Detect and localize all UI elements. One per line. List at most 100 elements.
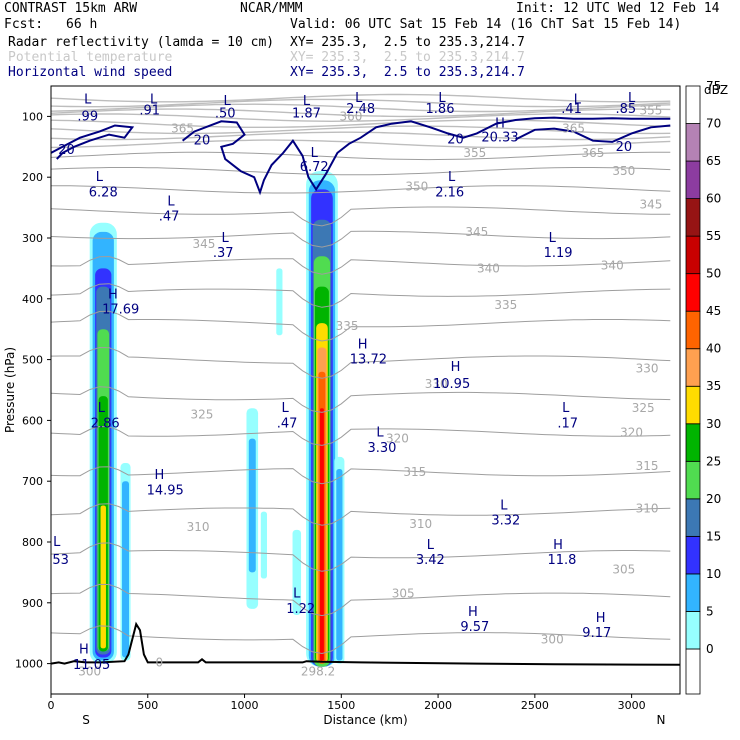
theta-label: 365 <box>562 122 585 136</box>
theta-contour <box>50 103 671 113</box>
y-tick-label: 400 <box>22 293 43 306</box>
theta-label: 305 <box>392 587 415 601</box>
wind-label: 3.32 <box>491 514 520 529</box>
theta-contour <box>50 425 671 446</box>
high-low-marker: H <box>154 468 164 483</box>
high-low-marker: L <box>84 92 92 107</box>
high-low-marker: H <box>596 611 606 626</box>
wind-label: 1.22 <box>286 602 315 617</box>
colorbar-level-label: 15 <box>706 529 721 543</box>
wind-label: 20 <box>447 133 464 148</box>
high-low-marker: L <box>549 231 557 246</box>
theta-label: 355 <box>640 103 663 117</box>
colorbar-unit: dBZ <box>704 83 728 97</box>
theta-contour <box>50 206 671 227</box>
theta-label: 365 <box>581 146 604 160</box>
high-low-marker: H <box>79 643 89 658</box>
wind-label: 1.87 <box>292 106 321 121</box>
colorbar-swatch <box>685 235 701 275</box>
wind-label: 2.48 <box>346 102 375 117</box>
theta-contour <box>50 583 671 617</box>
colorbar-swatch <box>685 385 701 425</box>
colorbar-level-label: 70 <box>706 117 721 131</box>
wind-label: 11.8 <box>547 553 576 568</box>
theta-label: 350 <box>612 164 635 178</box>
theta-contours <box>50 93 671 655</box>
wind-label: .47 <box>277 416 298 431</box>
y-tick-label: 1000 <box>15 658 43 671</box>
theta-label: 325 <box>191 407 214 421</box>
wind-label: 20.33 <box>481 131 518 146</box>
y-tick-label: 800 <box>22 536 43 549</box>
theta-contour <box>50 230 671 248</box>
reflectivity-cell <box>260 511 267 579</box>
colorbar-level-label: 60 <box>706 192 721 206</box>
theta-label: 340 <box>601 258 624 272</box>
wind-contour <box>181 116 671 196</box>
wind-label: 14.95 <box>147 483 184 498</box>
high-low-marker: H <box>358 337 368 352</box>
theta-label: 350 <box>405 179 428 193</box>
wind-label: 2.86 <box>91 416 120 431</box>
fcst-value: 66 h <box>66 17 98 32</box>
theta-contour <box>50 139 671 149</box>
theta-label: 300 <box>78 665 101 679</box>
high-low-marker: L <box>438 91 446 106</box>
colorbar-swatch <box>685 611 701 650</box>
high-low-marker: L <box>167 195 175 210</box>
high-low-marker: H <box>495 117 505 132</box>
contour-labels: 365 365 360 355 355 365 350 350 345 345 345 340 340 3… <box>52 91 662 678</box>
colorbar-swatch <box>685 498 701 537</box>
wind-label: .37 <box>213 246 234 261</box>
org-label: NCAR/MMM <box>240 1 303 16</box>
theta-label: 310 <box>409 517 432 531</box>
theta-contour <box>50 98 671 108</box>
high-low-marker: L <box>562 401 570 416</box>
wind-label: 1.19 <box>544 246 573 261</box>
wind-label: 6.72 <box>300 160 329 175</box>
colorbar-level-label: 10 <box>706 567 721 581</box>
theta-label: 0 <box>156 655 164 669</box>
theta-label: 345 <box>640 198 663 212</box>
x-tick-label: 1500 <box>327 699 355 712</box>
high-low-marker: L <box>427 538 435 553</box>
colorbar-swatch <box>685 423 701 462</box>
theta-label: 310 <box>187 520 210 534</box>
wind-label: 9.17 <box>582 626 611 641</box>
wind-label: 20 <box>58 143 75 158</box>
y-tick-label: 900 <box>22 597 43 610</box>
theta-contour <box>50 131 671 141</box>
theta-contour <box>50 108 671 118</box>
colorbar-swatch <box>685 535 701 575</box>
reflectivity-cell <box>276 268 283 336</box>
high-low-marker: L <box>222 231 230 246</box>
reflectivity-shading <box>89 171 345 667</box>
theta-contour <box>50 542 671 572</box>
colorbar-swatch <box>685 573 701 612</box>
theta-label: 365 <box>171 122 194 136</box>
theta-label: 330 <box>425 377 448 391</box>
wind-label: .17 <box>557 416 578 431</box>
model-title: CONTRAST 15km ARW <box>4 1 138 16</box>
theta-label: 340 <box>477 261 500 275</box>
theta-contour <box>50 255 671 275</box>
colorbar-level-label: 55 <box>706 229 721 243</box>
high-low-marker: H <box>451 360 461 375</box>
high-low-marker: L <box>311 146 319 161</box>
wind-label: 2.16 <box>435 185 464 200</box>
wind-label: 6.28 <box>89 185 118 200</box>
high-low-marker: L <box>223 94 231 109</box>
wind-label: 1.86 <box>426 102 455 117</box>
x-tick-label: 2500 <box>521 699 549 712</box>
wind-contours <box>50 116 671 196</box>
theta-contour <box>50 346 671 379</box>
high-low-marker: L <box>150 92 158 107</box>
field-xy-wind: XY= 235.3, 2.5 to 235.3,214.7 <box>290 65 525 80</box>
terrain-profile <box>50 621 681 666</box>
reflectivity-cell <box>336 469 343 661</box>
plot-frame <box>50 85 681 695</box>
high-low-marker: H <box>468 605 478 620</box>
colorbar-swatch <box>685 85 701 124</box>
reflectivity-cell <box>320 408 324 661</box>
wind-label: .99 <box>77 109 98 124</box>
